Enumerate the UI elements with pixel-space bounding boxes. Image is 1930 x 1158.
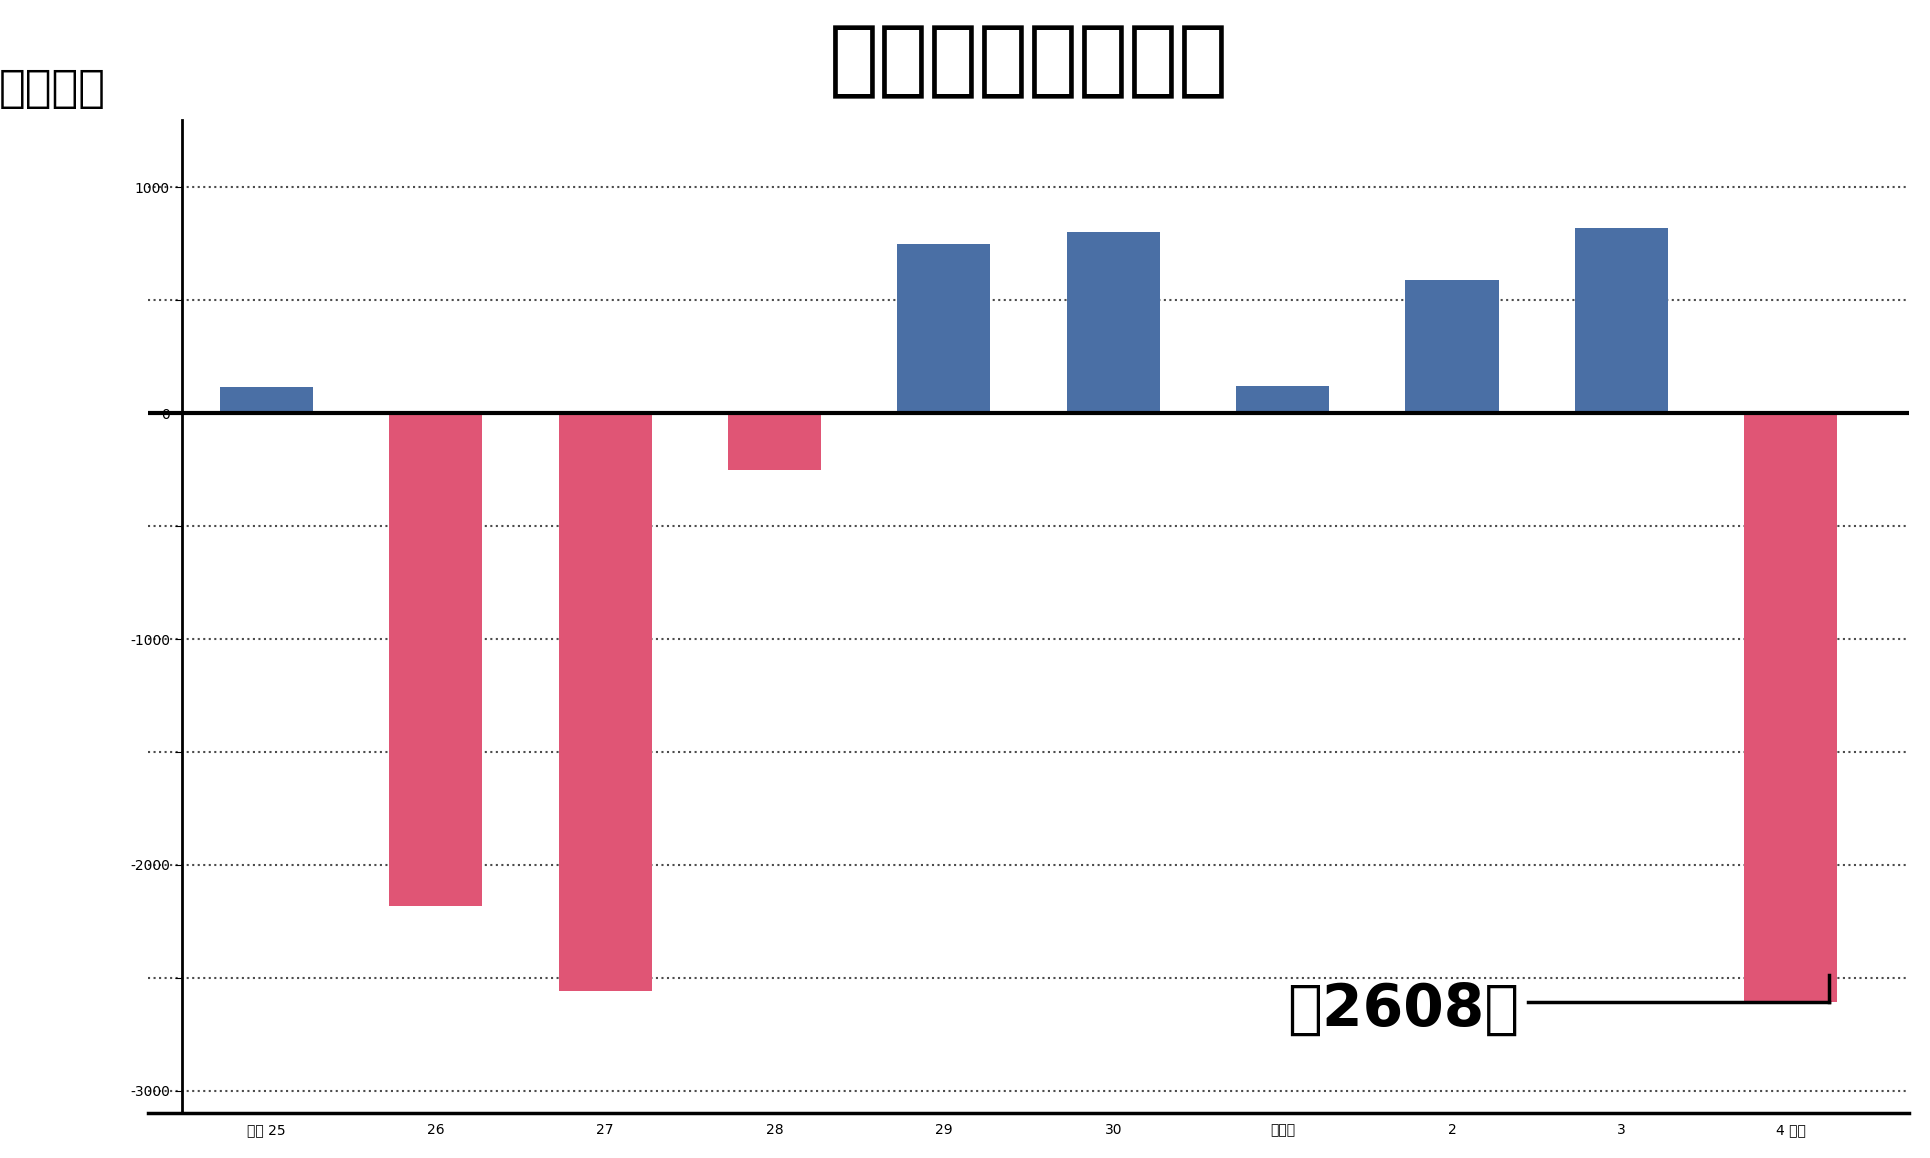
Bar xyxy=(558,413,652,991)
Bar xyxy=(1067,233,1160,413)
Bar xyxy=(390,413,482,906)
Text: （億円）: （億円） xyxy=(0,67,106,110)
Bar xyxy=(1575,228,1668,413)
Bar xyxy=(1405,280,1498,413)
Bar xyxy=(728,413,820,470)
Bar xyxy=(1235,386,1330,413)
Title: シャープ業績推移: シャープ業績推移 xyxy=(828,21,1229,102)
Bar xyxy=(220,387,313,413)
Text: －2608－: －2608－ xyxy=(1287,981,1519,1038)
Bar xyxy=(1745,413,1837,1003)
Bar xyxy=(897,244,990,413)
